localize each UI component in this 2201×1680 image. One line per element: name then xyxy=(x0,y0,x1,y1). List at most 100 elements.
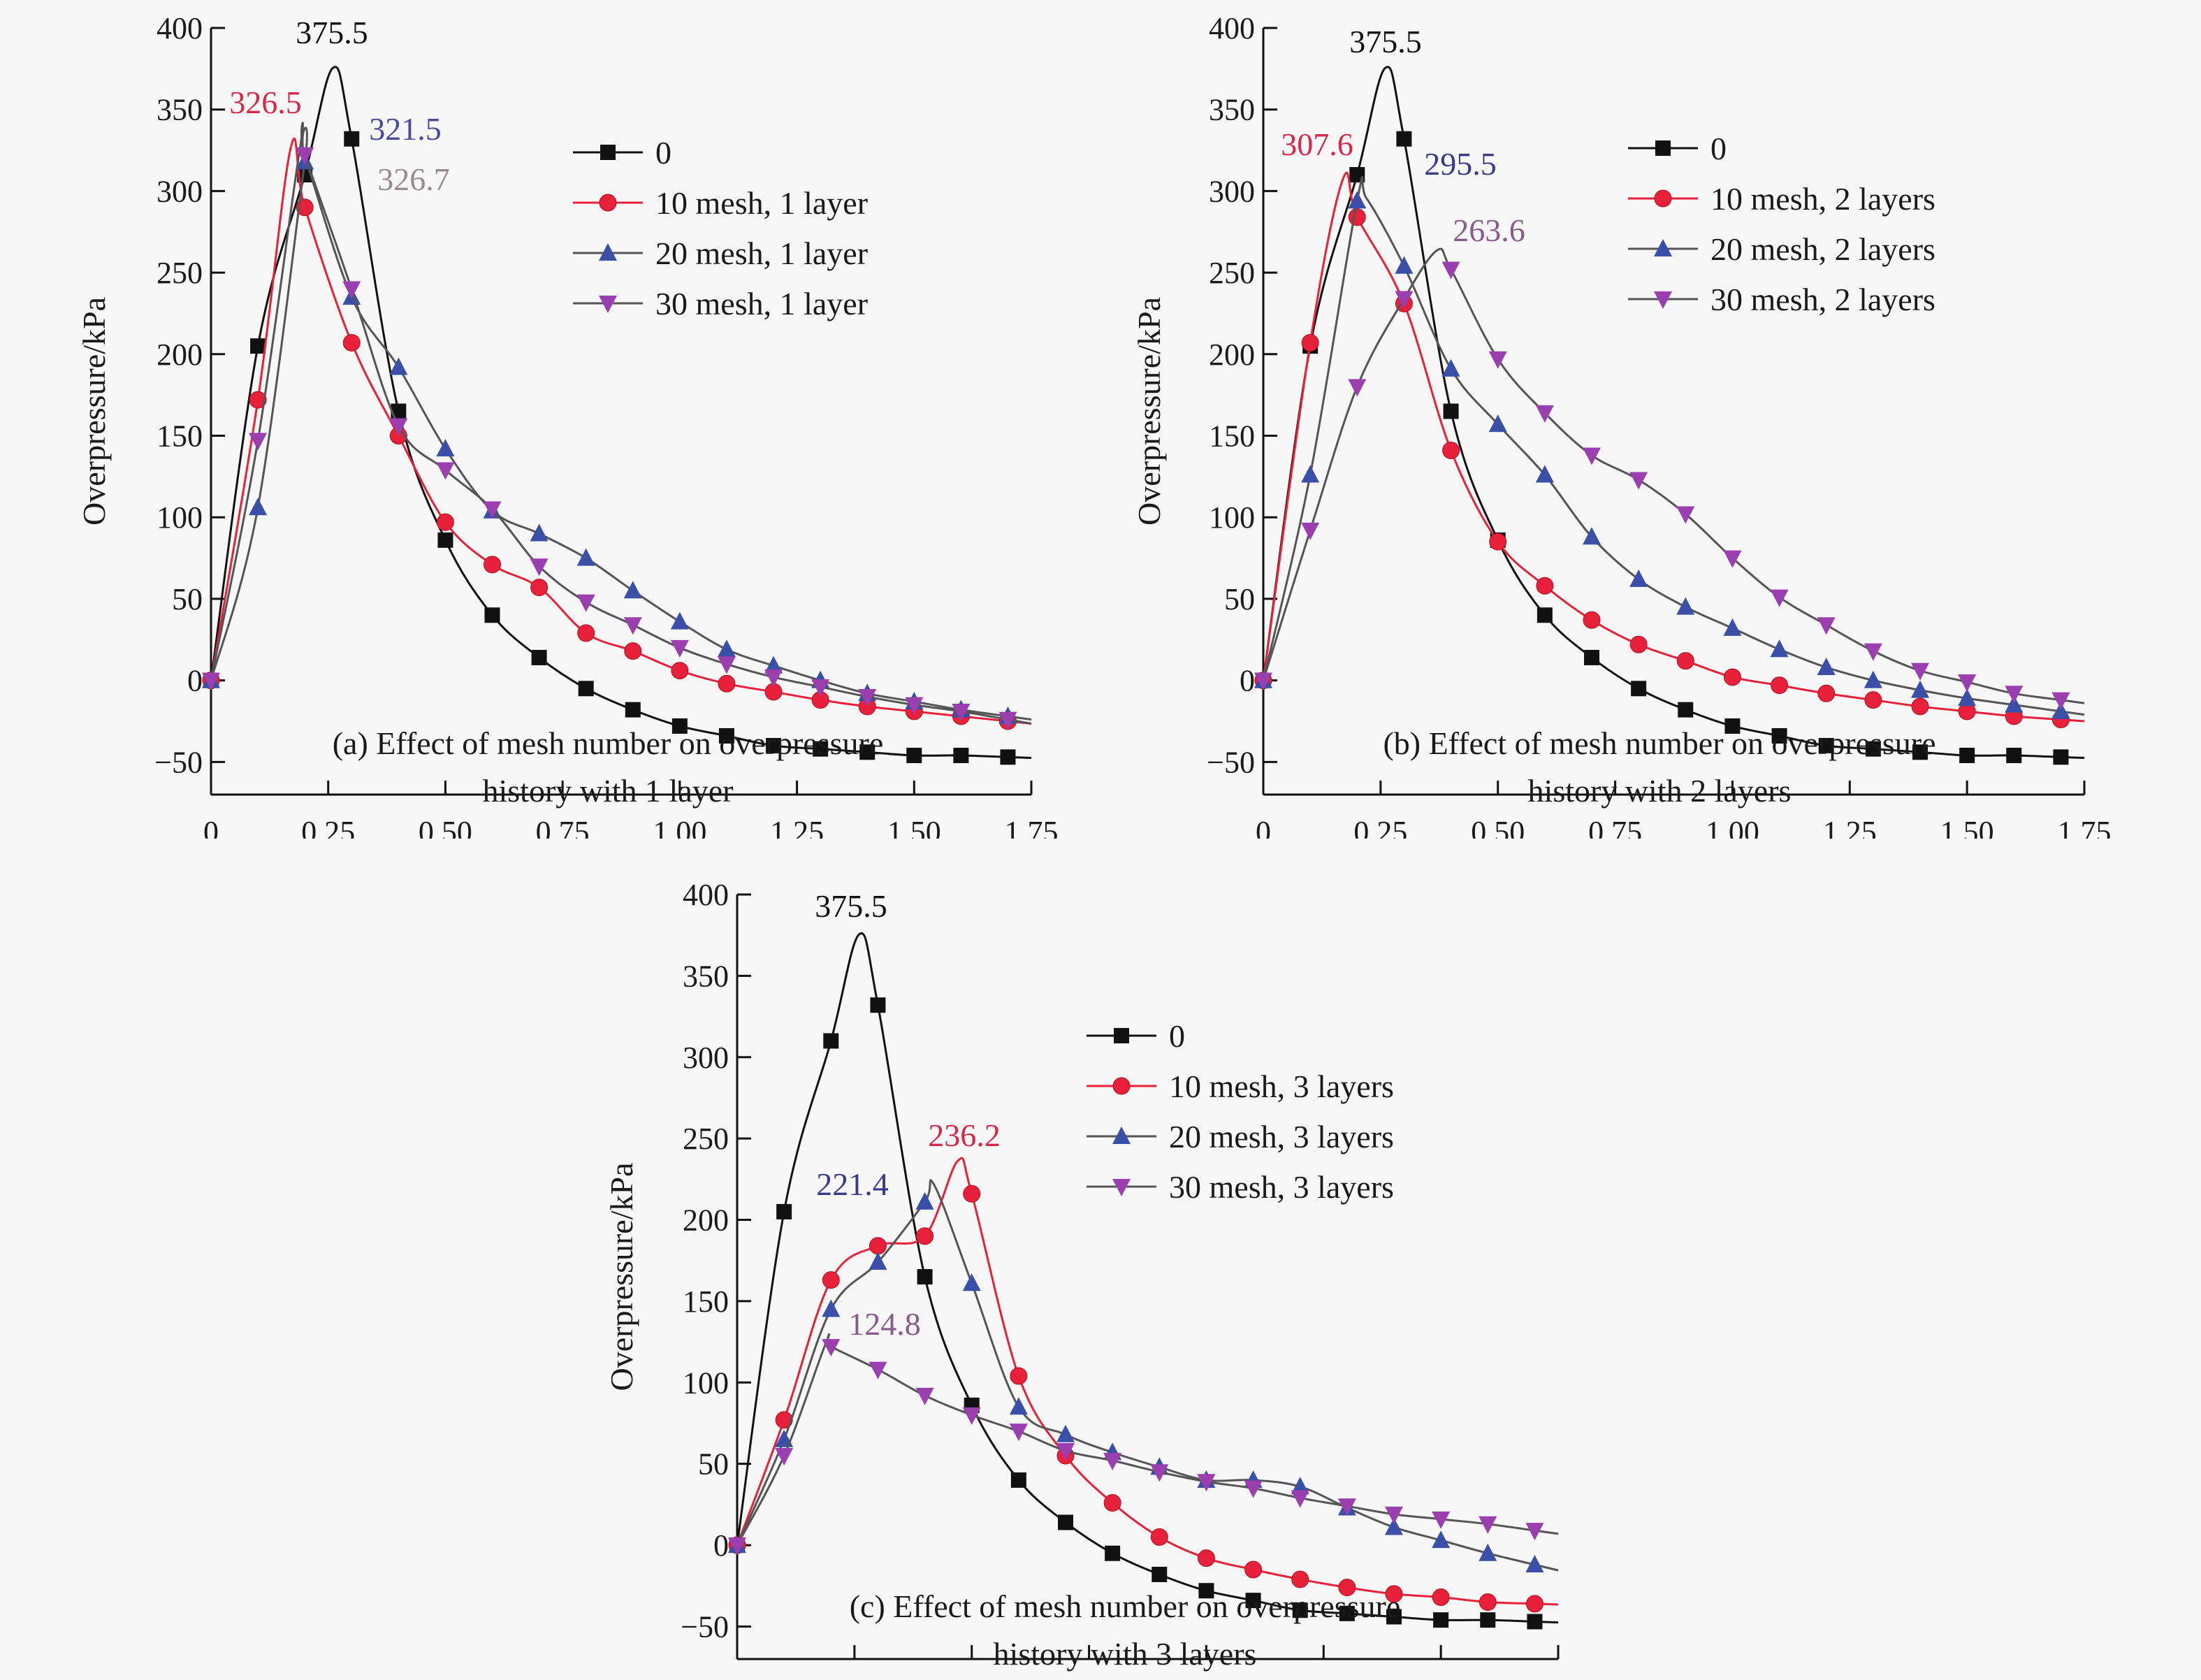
y-tick-label: 300 xyxy=(683,1041,729,1075)
data-point xyxy=(1676,652,1694,670)
y-tick-label: 50 xyxy=(1224,582,1255,616)
y-tick-label: 0 xyxy=(1240,664,1255,698)
data-point xyxy=(1105,1545,1121,1561)
data-point xyxy=(671,718,688,734)
chart-b-svg: −50 0 50 100 150 200 250 300 350 400 0 0.25 0.50 0.75… xyxy=(1131,11,2112,839)
legend-item: 20 mesh, 1 layer xyxy=(573,236,868,271)
data-point xyxy=(1301,465,1320,483)
y-tick-label: 50 xyxy=(172,582,203,616)
x-tick-label: 1.00 xyxy=(1706,815,1759,839)
data-point xyxy=(577,624,595,642)
data-point xyxy=(775,1448,794,1466)
y-tick-label: −50 xyxy=(681,1609,729,1644)
data-point xyxy=(1629,635,1648,653)
y-tick-label: 50 xyxy=(698,1447,729,1482)
data-point xyxy=(625,702,641,718)
data-point xyxy=(483,501,502,519)
y-tick-label: 300 xyxy=(1209,174,1255,208)
legend-item: 0 xyxy=(1628,131,1727,166)
x-tick-label: 1.25 xyxy=(770,815,824,839)
data-point xyxy=(1676,597,1695,615)
data-point xyxy=(344,131,360,147)
data-point xyxy=(1432,1511,1451,1529)
data-point xyxy=(811,679,830,697)
data-point xyxy=(1385,1585,1403,1603)
data-point xyxy=(2005,686,2024,704)
legend-label: 10 mesh, 2 layers xyxy=(1710,181,1935,217)
data-point xyxy=(718,674,736,693)
peak-annotation: 321.5 xyxy=(369,111,442,147)
chart-c-caption-line1: (c) Effect of mesh number on overpressur… xyxy=(849,1588,1401,1624)
data-point xyxy=(530,523,549,542)
series-line-triangle-up xyxy=(1262,175,2085,716)
series-line-square xyxy=(210,66,1032,759)
legend-item: 30 mesh, 2 layers xyxy=(1628,282,1935,317)
legend-item: 30 mesh, 3 layers xyxy=(1087,1169,1394,1205)
data-point xyxy=(905,697,924,715)
legend-label: 30 mesh, 1 layer xyxy=(655,286,868,321)
data-point xyxy=(869,1237,887,1255)
series-c-3 xyxy=(728,1333,1559,1556)
data-point xyxy=(342,333,361,352)
data-point xyxy=(1150,1528,1168,1546)
chart-a-caption-line1: (a) Effect of mesh number on overpressur… xyxy=(332,725,884,761)
chart-c-svg: −5005010015020025030035040000.250.500.75… xyxy=(604,878,1560,1660)
y-axis-title: Overpressure/kPa xyxy=(76,297,112,526)
legend-marker xyxy=(599,194,617,212)
data-point xyxy=(1386,1609,1402,1625)
peak-annotation: 295.5 xyxy=(1424,146,1497,182)
data-point xyxy=(870,997,886,1013)
data-point xyxy=(764,669,783,687)
data-point xyxy=(1724,718,1741,734)
data-point xyxy=(1537,607,1553,623)
data-point xyxy=(576,594,595,612)
data-point xyxy=(1292,1602,1308,1619)
data-point xyxy=(436,462,455,480)
data-point xyxy=(1432,1588,1450,1607)
data-point xyxy=(1244,1480,1263,1498)
data-point xyxy=(1103,1453,1122,1471)
data-point xyxy=(1197,1474,1216,1492)
y-tick-label: 150 xyxy=(683,1284,729,1319)
legend-item: 20 mesh, 3 layers xyxy=(1087,1119,1394,1154)
chart-b-caption-line2: history with 2 layers xyxy=(1527,773,1792,809)
data-point xyxy=(775,1411,793,1429)
y-tick-label: 250 xyxy=(1209,256,1255,290)
legend-marker xyxy=(1654,189,1672,208)
data-point xyxy=(869,1252,887,1270)
data-point xyxy=(1337,1498,1356,1516)
data-point xyxy=(1395,291,1414,309)
legend-marker xyxy=(1112,1179,1131,1196)
data-point xyxy=(1395,256,1414,274)
data-point xyxy=(1301,522,1320,540)
series-line-circle xyxy=(1262,171,2085,723)
chart-a-caption-line2: history with 1 layer xyxy=(482,773,734,809)
data-point xyxy=(1441,359,1460,377)
legend-label: 20 mesh, 2 layers xyxy=(1710,231,1935,267)
peak-annotation: 326.7 xyxy=(377,161,450,197)
data-point xyxy=(766,737,782,753)
y-tick-label: 100 xyxy=(157,500,203,535)
chart-b-caption-line1: (b) Effect of mesh number on overpressur… xyxy=(1383,725,1936,761)
chart-panel-a: −50 0 50 100 150 200 250 300 350 400 0 0.25 0.50 0.75… xyxy=(0,0,1100,839)
data-point xyxy=(915,1192,934,1210)
chart-panel-b: −50 0 50 100 150 200 250 300 350 400 0 0.25 0.50 0.75… xyxy=(1100,0,2201,839)
data-point xyxy=(1771,676,1789,695)
data-point xyxy=(484,556,502,574)
x-tick-label: 0.50 xyxy=(1471,815,1525,839)
data-point xyxy=(296,198,314,217)
x-tick-label: 0.50 xyxy=(419,815,472,839)
series-line-triangle-up xyxy=(210,126,1032,721)
y-tick-label: 350 xyxy=(157,93,203,127)
series-line-triangle-down xyxy=(210,122,1032,725)
legend-label: 0 xyxy=(1169,1018,1185,1054)
data-point xyxy=(389,357,408,375)
data-point xyxy=(1527,1614,1543,1630)
data-point xyxy=(1583,527,1601,545)
data-point xyxy=(296,147,314,166)
y-tick-label: 300 xyxy=(157,174,203,208)
series-a-3 xyxy=(202,122,1032,730)
series-line-triangle-up xyxy=(736,1179,1559,1572)
data-point xyxy=(822,1339,841,1357)
y-tick-label: 350 xyxy=(1209,93,1255,127)
